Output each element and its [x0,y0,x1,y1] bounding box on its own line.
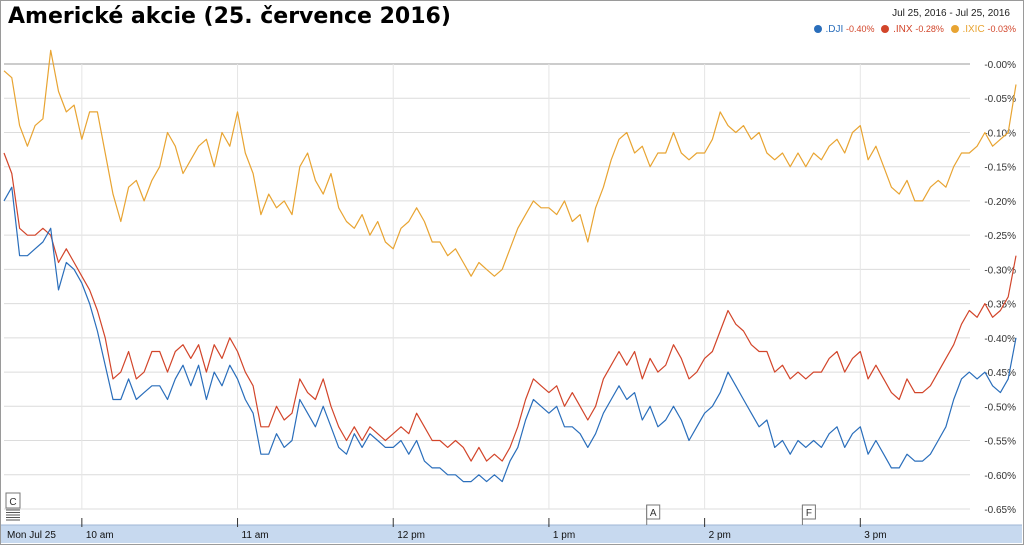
news-marker-a[interactable]: A [646,504,661,525]
y-tick-label: -0.55% [984,437,1016,448]
x-axis-band [1,525,1022,543]
x-tick-label: 12 pm [397,530,425,541]
legend-symbol: .INX [893,24,913,35]
news-marker-f[interactable]: F [801,504,816,525]
series-line-ixic [3,49,1017,277]
y-tick-label: -0.15% [984,163,1016,174]
legend-symbol: .DJI [825,24,844,35]
marker-label: C [9,497,16,508]
date-range-end: Jul 25, 2016 [955,8,1011,19]
legend-dot-icon [950,25,959,33]
legend-change: -0.40% [846,24,875,34]
y-tick-label: -0.30% [984,265,1016,276]
marker-box [801,504,816,520]
legend: .DJI -0.40% .INX -0.28% .IXIC -0.03% [810,24,1016,35]
y-tick-label: -0.60% [984,471,1016,482]
legend-dot-icon [881,25,890,33]
date-range: Jul 25, 2016 - Jul 25, 2016 [892,8,1010,19]
chart-title: Americké akcie (25. července 2016) [8,4,451,29]
x-tick-label: 3 pm [864,530,886,541]
legend-symbol: .IXIC [962,24,985,35]
marker-label: A [650,508,657,519]
news-marker-c[interactable]: C [5,492,21,521]
series-line-inx [3,152,1017,462]
x-tick-label: 11 am [242,530,269,541]
y-tick-label: -0.10% [984,128,1016,139]
legend-dot-icon [813,25,822,33]
y-tick-label: -0.65% [984,505,1016,516]
series-line-dji [3,186,1017,483]
date-range-separator: - [949,8,953,19]
y-tick-label: -0.45% [984,368,1016,379]
x-tick-label: 1 pm [553,530,575,541]
legend-item-inx[interactable]: .INX -0.28% [881,24,946,35]
y-tick-label: -0.50% [984,402,1016,413]
y-tick-label: -0.00% [984,60,1016,71]
legend-item-ixic[interactable]: .IXIC -0.03% [950,24,1016,35]
y-tick-label: -0.20% [984,197,1016,208]
marker-label: F [806,508,812,519]
y-tick-label: -0.25% [984,231,1016,242]
marker-box [5,492,21,509]
marker-box [646,504,661,520]
x-tick-label: 10 am [86,530,114,541]
y-tick-label: -0.05% [984,94,1016,105]
x-tick-label: 2 pm [709,530,731,541]
legend-change: -0.28% [915,24,944,34]
x-tick-label: Mon Jul 25 [7,530,56,541]
y-tick-label: -0.40% [984,334,1016,345]
date-range-start: Jul 25, 2016 [892,8,947,19]
legend-change: -0.03% [987,24,1016,34]
legend-item-dji[interactable]: .DJI -0.40% [813,24,878,35]
y-tick-label: -0.35% [984,300,1016,311]
